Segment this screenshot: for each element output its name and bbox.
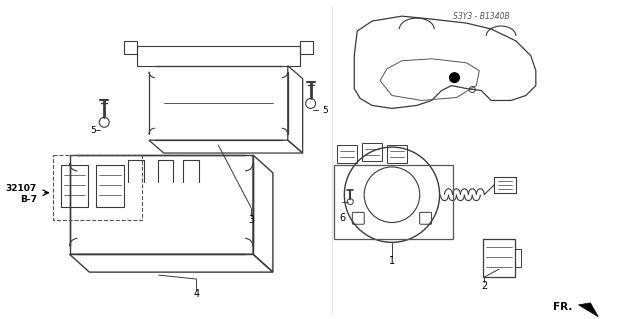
Text: 3: 3	[248, 214, 254, 225]
Text: S3Y3 - B1340B: S3Y3 - B1340B	[453, 11, 509, 21]
Polygon shape	[579, 303, 598, 317]
Text: 32107: 32107	[6, 184, 36, 193]
Text: 5: 5	[90, 126, 96, 135]
Text: B-7: B-7	[20, 195, 36, 204]
Text: 5: 5	[323, 106, 328, 115]
Text: 6: 6	[339, 212, 346, 223]
Text: FR.: FR.	[553, 302, 573, 312]
Text: 1: 1	[389, 256, 395, 266]
Text: 2: 2	[481, 281, 487, 291]
Text: 4: 4	[193, 289, 200, 299]
Circle shape	[449, 73, 460, 83]
